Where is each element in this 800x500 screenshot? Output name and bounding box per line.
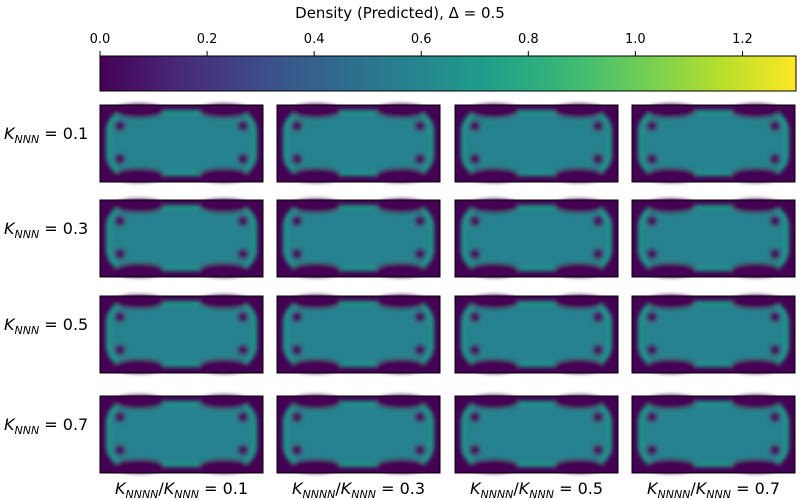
colorbar: 0.0 0.2 0.4 0.6 0.8 1.0 1.2	[90, 32, 797, 92]
row-label: KNNN = 0.1	[4, 124, 88, 146]
density-panel	[99, 295, 264, 374]
density-panel	[631, 199, 796, 278]
density-panel	[454, 395, 619, 474]
column-label: KNNNN/KNNN = 0.3	[292, 479, 425, 500]
density-panel	[454, 295, 619, 374]
column-label: KNNNN/KNNN = 0.1	[115, 479, 248, 500]
row-label: KNNN = 0.7	[4, 415, 88, 437]
density-panel	[454, 104, 619, 183]
density-panel	[631, 395, 796, 474]
column-labels: KNNNN/KNNN = 0.1 KNNNN/KNNN = 0.3 KNNNN/KN…	[115, 479, 780, 500]
row-label: KNNN = 0.5	[4, 315, 88, 337]
density-panel	[276, 395, 441, 474]
density-panel	[276, 199, 441, 278]
row-label: KNNN = 0.3	[4, 219, 88, 241]
density-panel	[454, 199, 619, 278]
density-panel	[276, 295, 441, 374]
density-panel	[631, 104, 796, 183]
column-label: KNNNN/KNNN = 0.5	[470, 479, 603, 500]
column-label: KNNNN/KNNN = 0.7	[647, 479, 780, 500]
colorbar-tick-label: 0.4	[304, 32, 325, 47]
colorbar-tick-label: 0.6	[411, 32, 432, 47]
colorbar-tick-label: 0.8	[518, 32, 539, 47]
density-panel	[631, 295, 796, 374]
colorbar-ticks: 0.0 0.2 0.4 0.6 0.8 1.0 1.2	[90, 32, 753, 56]
density-panel	[99, 395, 264, 474]
density-panel	[99, 104, 264, 183]
panel-grid	[99, 104, 796, 474]
density-panel	[99, 199, 264, 278]
colorbar-gradient	[99, 55, 797, 92]
row-labels: KNNN = 0.1 KNNN = 0.3 KNNN = 0.5 KNNN = 0.7	[4, 124, 88, 437]
colorbar-tick-label: 1.2	[732, 32, 753, 47]
colorbar-tick-label: 0.0	[90, 32, 111, 47]
density-panel	[276, 104, 441, 183]
colorbar-tick-label: 0.2	[197, 32, 218, 47]
colorbar-tick-label: 1.0	[625, 32, 646, 47]
chart-title: Density (Predicted), Δ = 0.5	[295, 4, 505, 22]
